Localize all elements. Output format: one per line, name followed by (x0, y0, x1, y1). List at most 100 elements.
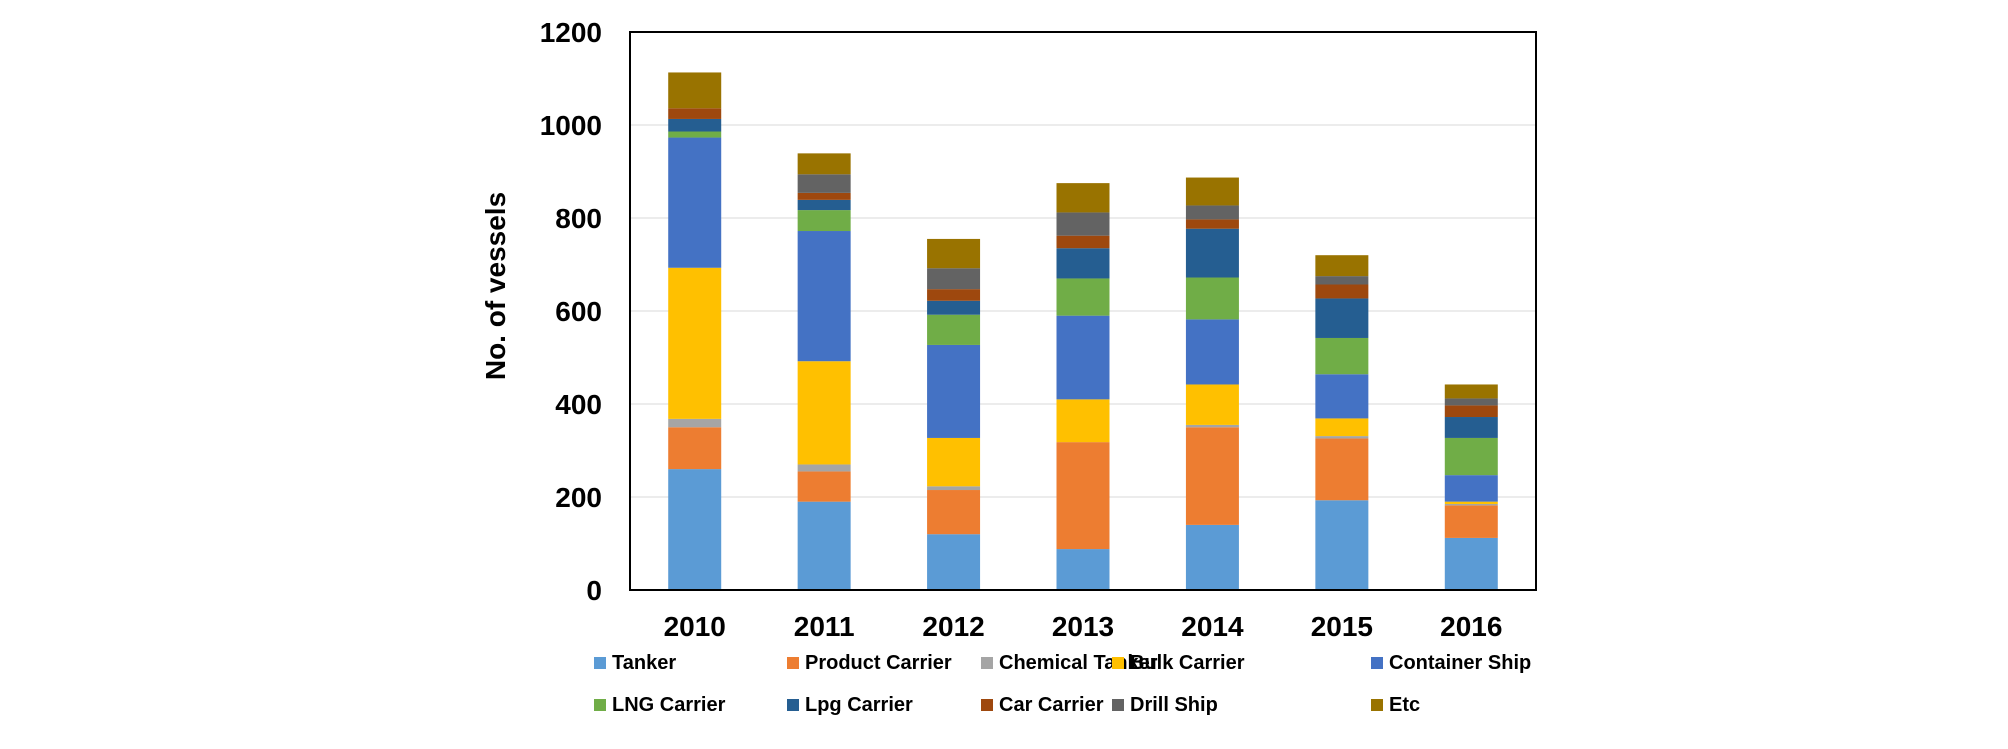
x-tick-label: 2013 (1052, 611, 1114, 642)
bar-segment-car-carrier-2012 (927, 289, 981, 301)
bar-segment-lng-carrier-2011 (797, 210, 851, 232)
bar-segment-bulk-carrier-2016 (1444, 501, 1498, 504)
legend-swatch-product-carrier (787, 657, 799, 669)
legend-swatch-tanker (594, 657, 606, 669)
bar-segment-etc-2011 (797, 153, 851, 175)
bar-segment-chemical-tanker-2012 (927, 486, 981, 491)
x-tick-label: 2015 (1311, 611, 1373, 642)
bar-segment-tanker-2016 (1444, 537, 1498, 590)
bar-segment-bulk-carrier-2014 (1185, 384, 1239, 425)
bar-segment-etc-2015 (1315, 255, 1369, 277)
bar-segment-tanker-2015 (1315, 500, 1369, 590)
bar-segment-tanker-2010 (668, 469, 722, 590)
bar-segment-lpg-carrier-2016 (1444, 417, 1498, 438)
bar-segment-bulk-carrier-2012 (927, 437, 981, 487)
bar-segment-product-carrier-2013 (1056, 442, 1110, 550)
bar-segment-lng-carrier-2012 (927, 314, 981, 345)
legend-swatch-drill-ship (1112, 699, 1124, 711)
bar-segment-lpg-carrier-2015 (1315, 298, 1369, 338)
bar-segment-chemical-tanker-2011 (797, 464, 851, 472)
bar-segment-product-carrier-2014 (1185, 427, 1239, 525)
legend-label: Bulk Carrier (1130, 652, 1245, 674)
plot-area-border (629, 31, 1537, 591)
bar-segment-container-ship-2013 (1056, 315, 1110, 400)
x-tick-label: 2014 (1181, 611, 1244, 642)
bar-segment-container-ship-2015 (1315, 374, 1369, 419)
legend-label: Tanker (612, 652, 676, 674)
y-tick-label: 1200 (540, 17, 602, 48)
legend-label: LNG Carrier (612, 694, 726, 716)
bar-segment-container-ship-2016 (1444, 475, 1498, 502)
bar-segment-car-carrier-2013 (1056, 235, 1110, 249)
bar-segment-lpg-carrier-2014 (1185, 228, 1239, 278)
x-axis-ticks: 2010 2011 2012 2013 2014 2015 2016 (664, 611, 1503, 642)
x-tick-label: 2011 (794, 611, 855, 642)
bar-segment-lng-carrier-2015 (1315, 337, 1369, 375)
bar-segment-car-carrier-2010 (668, 108, 722, 119)
bar-segment-etc-2010 (668, 72, 722, 109)
bar-segment-tanker-2012 (927, 534, 981, 590)
y-axis-label: No. of vessels (480, 192, 511, 380)
bar-segment-etc-2013 (1056, 183, 1110, 213)
legend-swatch-lpg-carrier (787, 699, 799, 711)
bar-segment-etc-2012 (927, 238, 981, 269)
bar-segment-tanker-2014 (1185, 524, 1239, 590)
legend-swatch-container-ship (1371, 657, 1383, 669)
y-axis-ticks: 0 200 400 600 800 1000 1200 (540, 17, 602, 606)
bar-segment-chemical-tanker-2015 (1315, 436, 1369, 439)
bar-segment-lpg-carrier-2012 (927, 300, 981, 315)
bar-segment-chemical-tanker-2010 (668, 418, 722, 428)
bar-segment-container-ship-2011 (797, 231, 851, 362)
bar-segment-car-carrier-2016 (1444, 405, 1498, 418)
legend-swatch-car-carrier (981, 699, 993, 711)
y-tick-label: 0 (586, 575, 602, 606)
bar-segment-lpg-carrier-2013 (1056, 248, 1110, 279)
y-tick-label: 200 (555, 482, 602, 513)
x-tick-label: 2016 (1440, 611, 1502, 642)
bar-segment-bulk-carrier-2010 (668, 267, 722, 419)
bar-segment-lpg-carrier-2010 (668, 118, 722, 132)
y-tick-label: 800 (555, 203, 602, 234)
bar-segment-lng-carrier-2010 (668, 131, 722, 138)
bar-segment-etc-2014 (1185, 177, 1239, 206)
bar-segment-lng-carrier-2016 (1444, 437, 1498, 476)
bar-segment-product-carrier-2012 (927, 490, 981, 535)
bar-segment-tanker-2013 (1056, 549, 1110, 590)
bar-segment-container-ship-2010 (668, 137, 722, 268)
legend-label: Car Carrier (999, 694, 1104, 716)
bar-segment-container-ship-2012 (927, 344, 981, 438)
legend-swatch-chemical-tanker (981, 657, 993, 669)
bar-segment-chemical-tanker-2016 (1444, 503, 1498, 506)
legend-swatch-bulk-carrier (1112, 657, 1124, 669)
x-tick-label: 2010 (664, 611, 726, 642)
y-tick-label: 400 (555, 389, 602, 420)
bar-segment-lng-carrier-2014 (1185, 277, 1239, 320)
bar-segment-car-carrier-2011 (797, 192, 851, 200)
legend-label: Etc (1389, 694, 1420, 716)
x-tick-label: 2012 (922, 611, 984, 642)
bar-segment-drill-ship-2013 (1056, 212, 1110, 236)
legend-label: Container Ship (1389, 652, 1531, 674)
bar-segment-product-carrier-2010 (668, 427, 722, 470)
bar-segment-chemical-tanker-2014 (1185, 424, 1239, 428)
bar-segment-drill-ship-2016 (1444, 398, 1498, 406)
bar-segment-bulk-carrier-2013 (1056, 399, 1110, 443)
y-tick-label: 600 (555, 296, 602, 327)
bar-segment-car-carrier-2015 (1315, 284, 1369, 299)
bar-segment-drill-ship-2014 (1185, 205, 1239, 220)
legend-swatch-etc (1371, 699, 1383, 711)
legend-label: Product Carrier (805, 652, 952, 674)
bar-segment-container-ship-2014 (1185, 319, 1239, 385)
bar-segment-drill-ship-2015 (1315, 276, 1369, 285)
bar-segment-etc-2016 (1444, 384, 1498, 399)
bar-segment-tanker-2011 (797, 501, 851, 590)
bar-segment-product-carrier-2016 (1444, 505, 1498, 538)
bar-segment-drill-ship-2012 (927, 268, 981, 290)
bars (668, 72, 1498, 590)
y-tick-label: 1000 (540, 110, 602, 141)
legend-label: Lpg Carrier (805, 694, 913, 716)
legend-swatch-lng-carrier (594, 699, 606, 711)
bar-segment-product-carrier-2015 (1315, 438, 1369, 501)
legend: Tanker Product Carrier Chemical TankerBulk… (594, 652, 1531, 716)
